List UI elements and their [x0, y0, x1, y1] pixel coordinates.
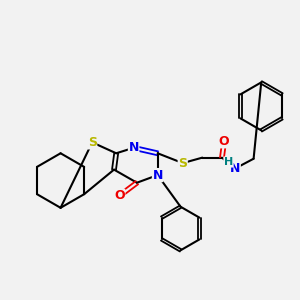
Text: S: S — [88, 136, 97, 149]
Text: S: S — [178, 157, 187, 169]
Text: N: N — [152, 169, 163, 182]
Text: N: N — [230, 162, 240, 175]
Text: N: N — [128, 141, 139, 154]
Text: O: O — [114, 189, 125, 202]
Text: H: H — [224, 157, 233, 167]
Text: O: O — [219, 135, 230, 148]
